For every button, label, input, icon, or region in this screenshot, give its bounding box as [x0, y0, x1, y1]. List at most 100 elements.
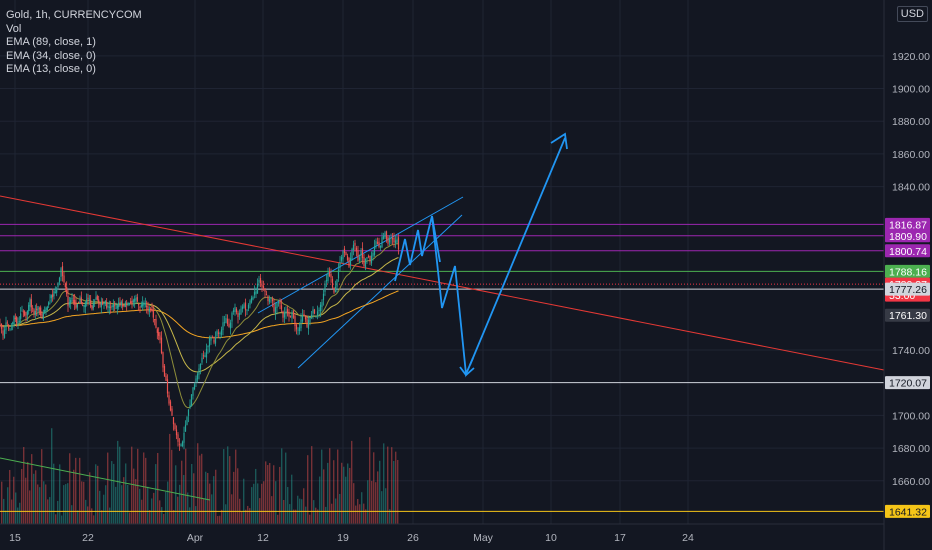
- candle-body: [95, 297, 97, 300]
- volume-bar: [211, 494, 213, 524]
- candle-body: [124, 302, 126, 308]
- volume-bar: [233, 471, 235, 524]
- candle-body: [132, 300, 134, 303]
- volume-bar: [373, 452, 375, 524]
- volume-bar: [189, 507, 191, 524]
- candle-body: [396, 239, 398, 243]
- volume-bar: [117, 440, 119, 524]
- volume-bar: [65, 484, 67, 524]
- volume-bar: [137, 448, 139, 524]
- candle-body: [142, 302, 144, 307]
- volume-bar: [273, 465, 275, 524]
- candle-body: [253, 291, 256, 295]
- volume-bar: [369, 437, 371, 524]
- volume-bar: [131, 446, 133, 524]
- volume-bar: [281, 448, 283, 524]
- candle-body: [291, 312, 293, 319]
- price-level-tag: [885, 217, 930, 231]
- volume-bar: [183, 475, 185, 524]
- candle-body: [146, 305, 148, 308]
- candle-body: [348, 257, 350, 267]
- candle-body: [370, 255, 373, 264]
- volume-bar: [199, 455, 201, 524]
- volume-bar: [13, 476, 15, 524]
- volume-bar: [271, 496, 273, 524]
- candle-body: [140, 304, 142, 308]
- time-tick-label: 24: [682, 532, 694, 544]
- currency-button[interactable]: USD: [896, 6, 928, 22]
- volume-bar: [83, 481, 85, 524]
- candle-body: [285, 311, 287, 314]
- legend-ema-13[interactable]: EMA (13, close, 0): [6, 63, 96, 75]
- candle-body: [110, 306, 112, 308]
- time-axis[interactable]: 15 22 Apr 12 19 26 May 10 17 24: [0, 523, 884, 544]
- legend-title[interactable]: Gold, 1h, CURRENCYCOM: [6, 9, 142, 21]
- candle-body: [381, 237, 383, 248]
- legend-ema-89[interactable]: EMA (89, close, 1): [6, 36, 96, 48]
- candle-body: [57, 282, 59, 287]
- volume-bar: [15, 492, 17, 524]
- candle-body: [156, 329, 158, 333]
- candle-body: [152, 309, 154, 318]
- volume-bar: [149, 510, 151, 524]
- candle-body: [223, 322, 226, 324]
- candle-body: [340, 257, 343, 261]
- volume-bar: [195, 506, 197, 524]
- legend-ema-34[interactable]: EMA (34, close, 0): [6, 49, 96, 62]
- candle-body: [76, 304, 78, 308]
- candle-body: [366, 257, 368, 259]
- candle-body: [66, 287, 68, 294]
- candle-body: [363, 257, 365, 267]
- candle-body: [265, 294, 268, 295]
- price-tick-label: 1660.00: [892, 476, 930, 488]
- candle-body: [384, 232, 386, 238]
- candle-body: [119, 302, 121, 304]
- candle-body: [358, 257, 361, 260]
- volume-bar: [325, 506, 327, 524]
- volume-bar: [219, 515, 221, 524]
- candle-body: [354, 242, 356, 246]
- candle-body: [375, 241, 377, 247]
- candle-body: [199, 363, 202, 369]
- candle-body: [37, 306, 39, 312]
- volume-bar: [145, 457, 147, 524]
- volume-bar: [81, 481, 83, 524]
- candle-body: [214, 337, 217, 344]
- price-axis[interactable]: 1920.00 1900.00 1880.00 1860.00 1840.00 1740.…: [883, 0, 930, 550]
- candle-body: [372, 252, 374, 257]
- candle-body: [127, 302, 129, 306]
- candle-body: [26, 310, 28, 316]
- volume-bar: [365, 509, 367, 524]
- volume-bar: [371, 480, 373, 524]
- candle-body: [310, 314, 313, 317]
- candle-body: [258, 280, 260, 283]
- legend-vol[interactable]: Vol: [6, 22, 22, 35]
- price-tick-label: 1840.00: [892, 182, 930, 194]
- candle-body: [46, 307, 48, 310]
- volume-bar: [57, 500, 59, 524]
- volume-bar: [121, 485, 123, 524]
- candle-body: [378, 241, 380, 247]
- candle-body: [0, 323, 1, 325]
- volume-bar: [9, 469, 11, 524]
- time-tick-label: 10: [545, 532, 557, 544]
- volume-bar: [225, 504, 227, 524]
- candle-body: [40, 307, 42, 315]
- price-level-tag: [885, 308, 930, 322]
- low-arrowhead: [459, 366, 475, 377]
- volume-bar: [73, 469, 75, 524]
- candle-body: [312, 309, 314, 314]
- volume-bar: [359, 504, 361, 524]
- candle-body: [169, 401, 172, 411]
- candle-body: [114, 305, 116, 307]
- volume-bar: [227, 446, 229, 524]
- time-tick-label: Apr: [187, 532, 204, 544]
- candle-body: [360, 250, 362, 256]
- candle-body: [115, 307, 117, 309]
- candle-body: [63, 275, 65, 283]
- volume-bar: [101, 510, 103, 524]
- candle-body: [171, 408, 173, 416]
- candle-body: [75, 302, 77, 308]
- candle-body: [162, 352, 164, 368]
